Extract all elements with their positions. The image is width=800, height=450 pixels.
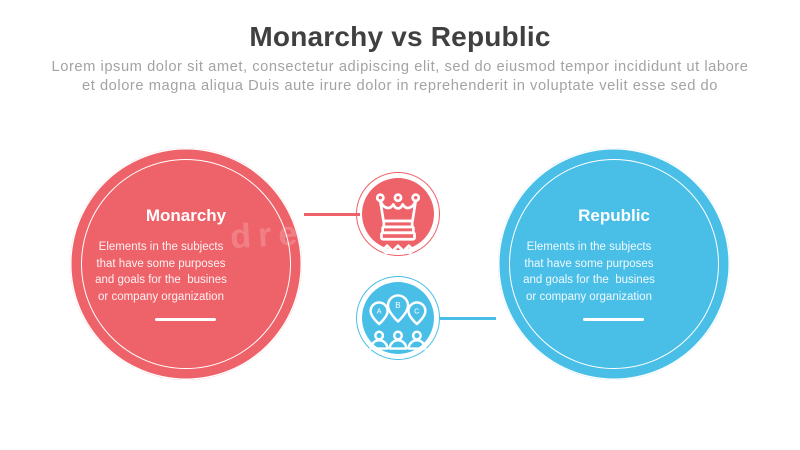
svg-text:C: C (414, 306, 420, 315)
svg-text:A: A (377, 306, 382, 315)
svg-text:B: B (395, 301, 400, 310)
